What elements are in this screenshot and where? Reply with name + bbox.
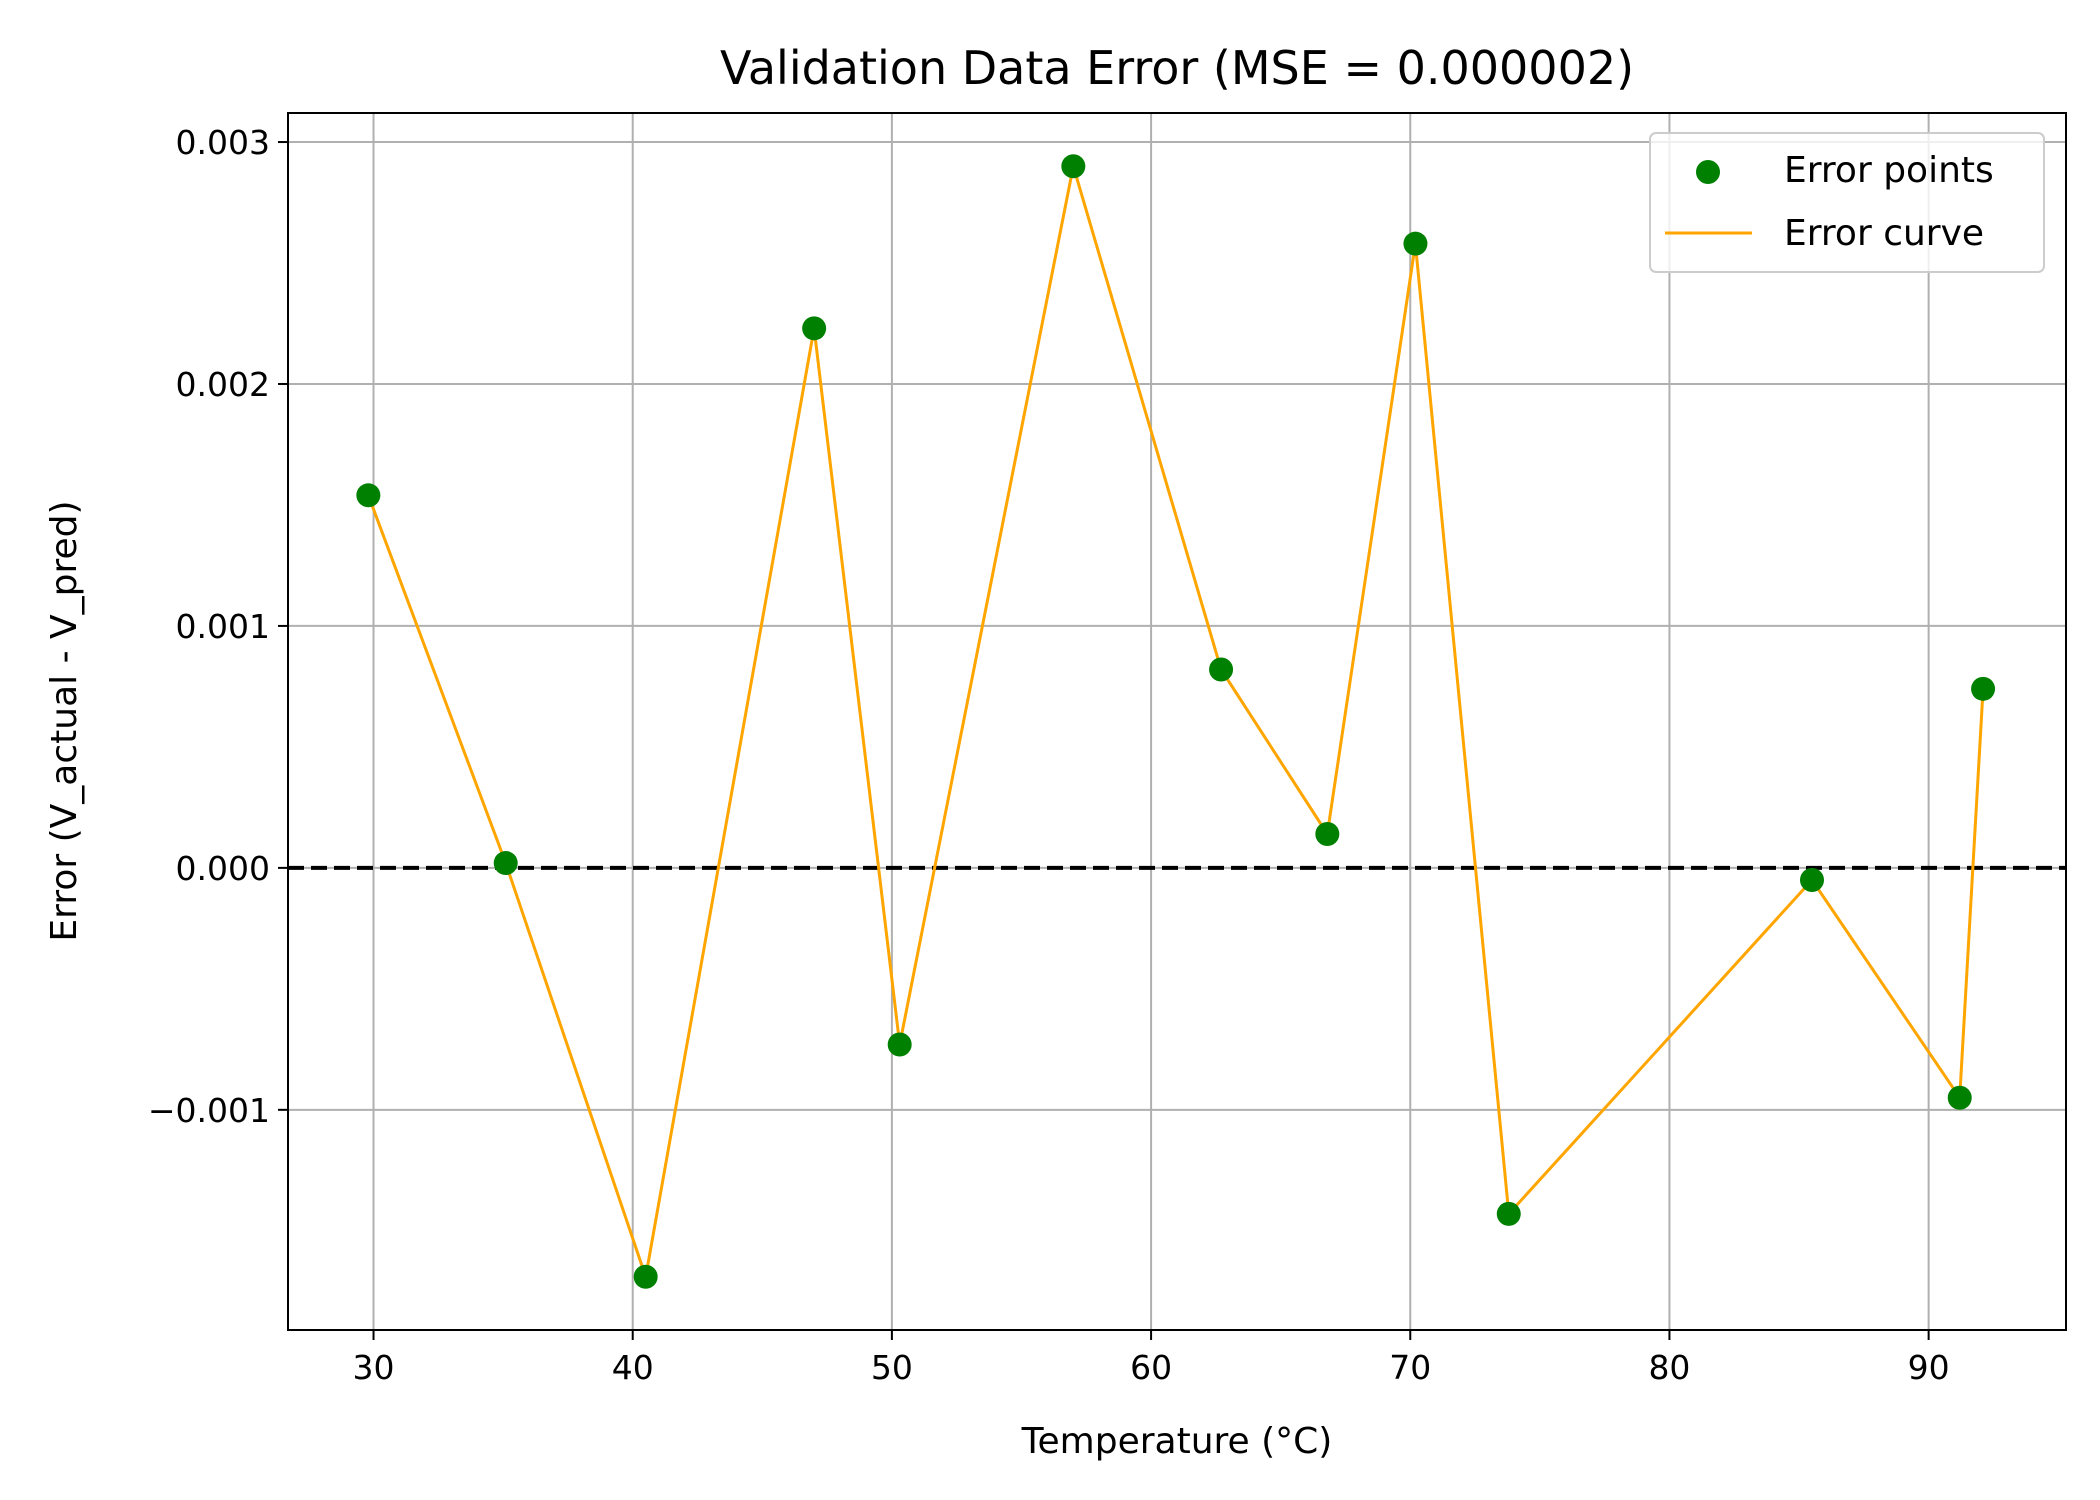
legend: Error points Error curve	[1649, 132, 2045, 273]
plot-area	[288, 113, 2066, 1330]
chart-title: Validation Data Error (MSE = 0.000002)	[720, 41, 1634, 95]
error-point	[1496, 1201, 1521, 1226]
x-tick-label: 90	[1908, 1348, 1950, 1387]
y-tick-label: 0.002	[176, 365, 270, 404]
legend-box	[1649, 132, 2045, 273]
legend-marker-error-points	[1696, 160, 1720, 184]
error-point	[1971, 676, 1996, 701]
error-point	[493, 851, 518, 876]
error-point	[633, 1264, 658, 1289]
error-points-series	[356, 154, 1996, 1289]
x-tick-label: 60	[1130, 1348, 1172, 1387]
legend-label-error-curve: Error curve	[1784, 213, 1984, 254]
x-axis-ticks: 30 40 50 60 70 80 90	[353, 1330, 1950, 1387]
plot-frame	[287, 112, 2067, 1331]
y-tick-label: 0.003	[176, 123, 270, 162]
x-tick-label: 40	[612, 1348, 654, 1387]
error-point	[1315, 822, 1340, 847]
error-point	[887, 1032, 912, 1057]
y-axis-label: Error (V_actual - V_pred)	[44, 500, 85, 941]
error-point	[1800, 867, 1824, 892]
legend-label-error-points: Error points	[1784, 150, 1994, 191]
error-point	[1947, 1085, 1972, 1110]
error-point	[1209, 657, 1234, 682]
grid-lines	[288, 113, 2066, 1330]
error-point	[802, 316, 827, 341]
x-tick-label: 50	[871, 1348, 913, 1387]
error-point	[1403, 231, 1428, 256]
y-tick-label: 0.001	[176, 607, 270, 646]
y-axis-ticks: −0.001 0.000 0.001 0.002 0.003	[148, 123, 288, 1130]
error-point	[1061, 154, 1086, 179]
x-tick-label: 70	[1389, 1348, 1431, 1387]
y-tick-label: −0.001	[148, 1091, 270, 1130]
y-tick-label: 0.000	[176, 849, 270, 888]
x-tick-label: 30	[353, 1348, 395, 1387]
x-axis-label: Temperature (°C)	[1021, 1421, 1333, 1462]
x-tick-label: 80	[1648, 1348, 1690, 1387]
error-point	[356, 483, 381, 508]
